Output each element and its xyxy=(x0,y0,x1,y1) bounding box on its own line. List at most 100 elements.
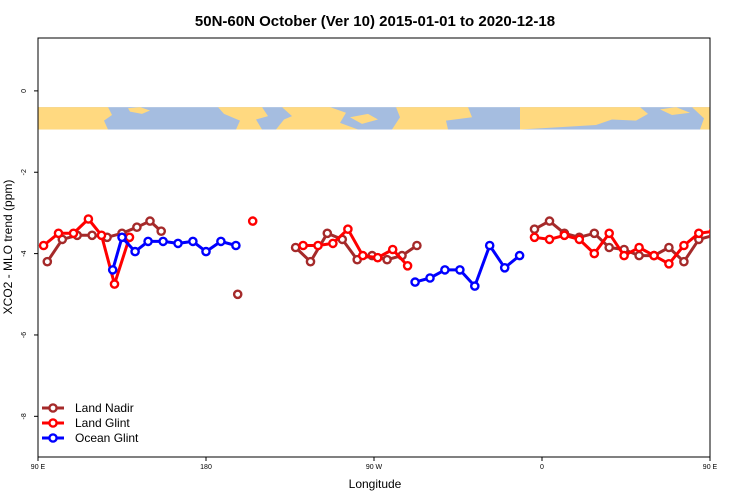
data-point-ocean-glint xyxy=(469,281,480,291)
data-point-land-nadir xyxy=(42,256,53,267)
data-point-land-nadir xyxy=(634,250,644,261)
map-land-shape-3 xyxy=(276,107,358,130)
data-point-land-glint xyxy=(649,250,659,261)
y-axis-label: XCO2 - MLO trend (ppm) xyxy=(1,180,15,315)
data-point-land-glint xyxy=(664,258,674,269)
data-point-land-nadir xyxy=(145,216,155,226)
x-tick-label: 90 W xyxy=(366,464,383,471)
x-tick-label: 90 E xyxy=(703,464,718,471)
data-point-land-glint xyxy=(124,232,135,243)
data-point-land-glint xyxy=(247,216,258,226)
data-point-land-nadir xyxy=(87,230,97,241)
y-axis: 0 -2 -4 -6 -8 xyxy=(21,89,38,419)
data-point-ocean-glint xyxy=(158,236,168,247)
data-point-land-nadir xyxy=(708,232,710,239)
data-point-ocean-glint xyxy=(410,277,420,287)
y-tick-label: 0 xyxy=(21,89,28,93)
series-line-land-glint xyxy=(534,230,710,266)
data-point-land-nadir xyxy=(412,240,422,251)
data-point-land-glint xyxy=(83,214,94,224)
series-layer xyxy=(38,214,750,300)
data-point-ocean-glint xyxy=(514,250,525,261)
series-land-glint xyxy=(38,214,747,289)
map-land-shape-5 xyxy=(392,107,472,130)
data-point-land-glint xyxy=(544,234,555,245)
data-point-land-glint xyxy=(372,252,383,263)
data-point-ocean-glint xyxy=(188,236,198,247)
data-point-land-glint xyxy=(529,232,540,243)
data-point-ocean-glint xyxy=(143,236,153,247)
data-point-ocean-glint xyxy=(744,266,750,273)
legend-marker-ocean-glint xyxy=(48,433,58,443)
data-point-land-glint xyxy=(740,232,747,239)
data-point-land-glint xyxy=(402,260,413,271)
data-point-land-glint xyxy=(708,228,710,235)
data-point-land-nadir xyxy=(382,254,392,265)
series-ocean-glint xyxy=(107,232,750,291)
x-tick-label: 0 xyxy=(540,464,544,471)
data-point-land-nadir xyxy=(132,222,142,232)
data-point-ocean-glint xyxy=(130,246,140,257)
map-land-shape-2 xyxy=(218,107,268,130)
data-point-land-glint xyxy=(574,234,585,245)
x-tick-label: 90 E xyxy=(31,464,46,471)
data-point-ocean-glint xyxy=(117,232,127,243)
x-tick-label: 180 xyxy=(200,464,212,471)
data-point-land-glint xyxy=(619,250,629,261)
data-point-land-nadir xyxy=(322,228,333,239)
data-point-ocean-glint xyxy=(440,265,450,275)
data-point-land-glint xyxy=(313,240,323,251)
series-line-ocean-glint xyxy=(111,235,237,271)
data-point-land-glint xyxy=(53,228,64,239)
legend-label-land-nadir: Land Nadir xyxy=(75,401,134,415)
data-point-land-glint xyxy=(559,230,570,241)
data-point-land-glint xyxy=(298,240,308,251)
data-point-land-nadir xyxy=(156,226,166,236)
map-land-shape-6 xyxy=(520,107,648,130)
data-point-land-glint xyxy=(357,250,368,261)
data-point-ocean-glint xyxy=(499,262,510,273)
data-point-land-glint xyxy=(109,279,120,289)
map-land-shape-0 xyxy=(38,107,112,130)
legend-marker-land-nadir xyxy=(48,403,58,413)
data-point-land-nadir xyxy=(290,242,301,253)
data-point-land-glint xyxy=(328,238,338,249)
data-point-ocean-glint xyxy=(231,240,241,251)
map-land-shape-4 xyxy=(350,113,378,124)
legend-label-land-glint: Land Glint xyxy=(75,416,130,430)
series-land-nadir xyxy=(42,216,747,300)
data-point-ocean-glint xyxy=(425,273,435,283)
data-point-land-nadir xyxy=(664,242,674,253)
map-land-shape-1 xyxy=(128,107,150,114)
y-tick-label: -8 xyxy=(21,413,28,419)
legend-label-ocean-glint: Ocean Glint xyxy=(75,431,139,445)
data-point-land-glint xyxy=(68,228,79,239)
data-point-ocean-glint xyxy=(201,246,211,257)
data-point-land-nadir xyxy=(740,234,747,241)
data-point-land-glint xyxy=(604,228,615,239)
y-tick-label: -4 xyxy=(21,250,28,256)
x-axis: 90 E 180 90 W 0 90 E xyxy=(31,457,718,471)
y-tick-label: -6 xyxy=(21,332,28,338)
data-point-ocean-glint xyxy=(173,238,183,249)
data-point-land-glint xyxy=(679,240,689,251)
data-point-land-nadir xyxy=(604,242,615,253)
data-point-land-nadir xyxy=(529,224,540,234)
data-point-land-glint xyxy=(634,242,644,253)
data-point-land-glint xyxy=(589,248,600,259)
data-point-land-glint xyxy=(343,224,353,234)
data-point-land-nadir xyxy=(305,256,316,267)
data-point-land-glint xyxy=(96,230,107,241)
data-point-ocean-glint xyxy=(455,265,465,275)
data-point-land-nadir xyxy=(232,289,243,300)
data-point-land-glint xyxy=(725,215,732,222)
world-map-band xyxy=(38,107,710,130)
data-point-land-nadir xyxy=(725,232,732,239)
data-point-ocean-glint xyxy=(107,265,118,275)
legend-marker-land-glint xyxy=(48,418,58,428)
x-axis-label: Longitude xyxy=(349,477,402,491)
data-point-ocean-glint xyxy=(484,240,495,251)
data-point-land-nadir xyxy=(544,216,555,226)
